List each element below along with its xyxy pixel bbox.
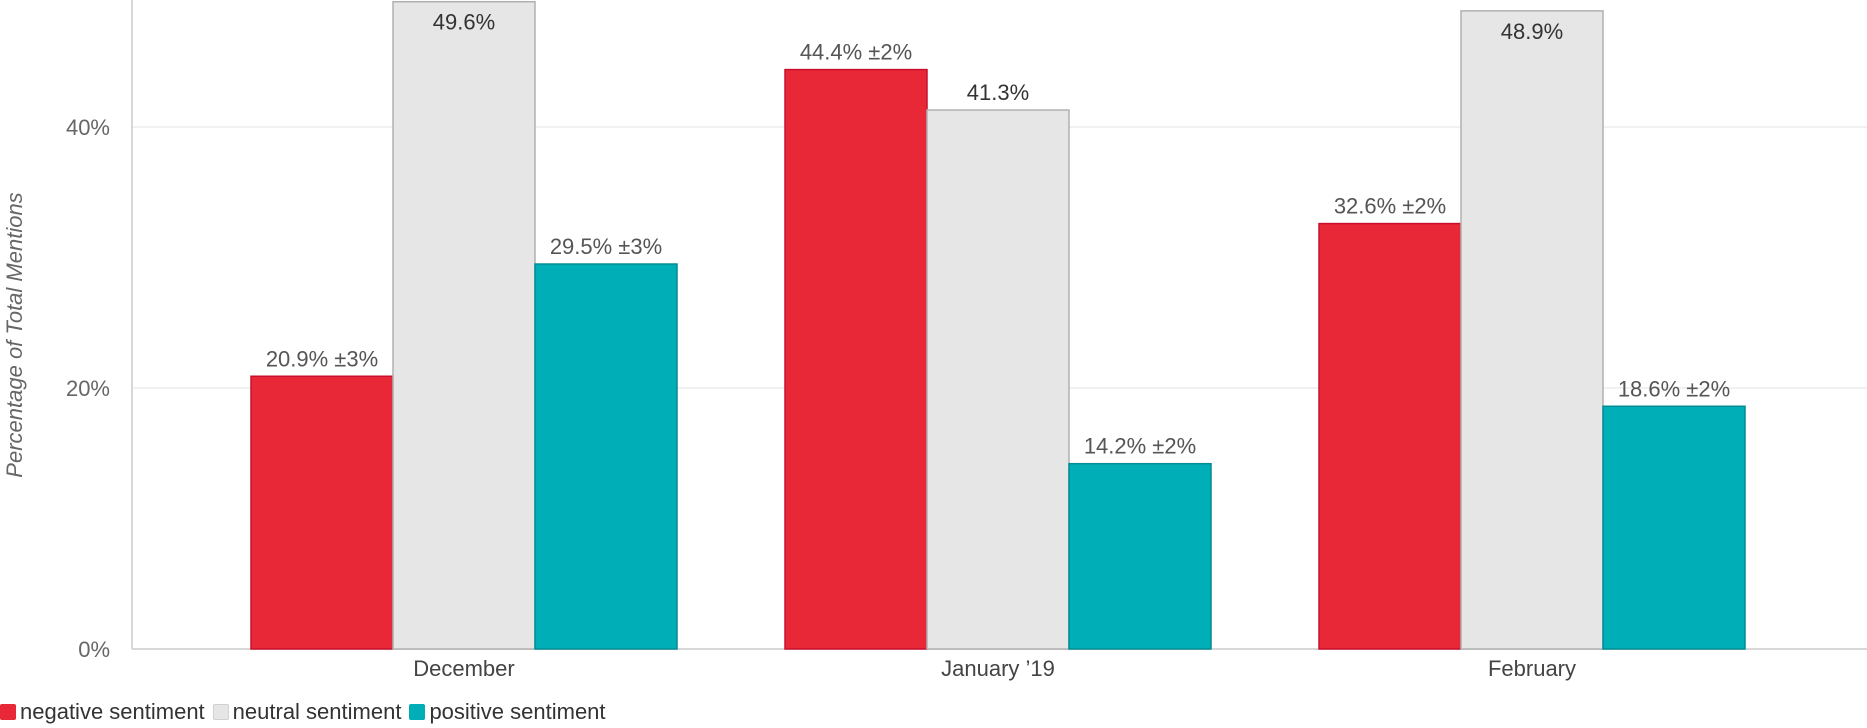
bar-positive-1[interactable] xyxy=(1068,462,1212,650)
data-labels: 20.9% ±3% 49.6% 29.5% ±3% 44.4% ±2% 41.3% 14.… xyxy=(266,10,1730,459)
data-label: 48.9% xyxy=(1501,19,1563,44)
x-tick-label: January ’19 xyxy=(941,656,1055,681)
legend-item-negative[interactable]: negative sentiment xyxy=(0,699,205,725)
bar-chart: 0% 20% 40% December January ’19 February 20.9… xyxy=(2,0,1867,681)
bar-negative-2[interactable] xyxy=(1318,222,1462,650)
x-tick-label: February xyxy=(1488,656,1576,681)
legend-swatch-positive xyxy=(409,704,426,720)
legend-label-positive: positive sentiment xyxy=(429,699,606,724)
bar-neutral-2[interactable] xyxy=(1460,10,1604,650)
bar-negative-1[interactable] xyxy=(784,68,928,650)
legend-item-positive[interactable]: positive sentiment xyxy=(409,699,606,725)
data-label: 41.3% xyxy=(967,80,1029,105)
y-tick-label: 40% xyxy=(66,115,110,140)
y-axis-title: Percentage of Total Mentions xyxy=(2,192,27,477)
x-tick-label: December xyxy=(413,656,514,681)
data-label: 49.6% xyxy=(433,10,495,35)
data-label: 32.6% ±2% xyxy=(1334,194,1446,219)
legend: negative sentiment neutral sentiment pos… xyxy=(0,696,614,728)
legend-item-neutral[interactable]: neutral sentiment xyxy=(212,699,402,725)
y-tick-label: 0% xyxy=(78,637,110,662)
y-tick-label: 20% xyxy=(66,376,110,401)
bars xyxy=(250,0,1746,650)
data-label: 44.4% ±2% xyxy=(800,40,912,65)
data-label: 14.2% ±2% xyxy=(1084,434,1196,459)
legend-label-negative: negative sentiment xyxy=(20,699,205,724)
bar-negative-0[interactable] xyxy=(250,375,394,650)
bar-neutral-1[interactable] xyxy=(926,109,1070,650)
legend-swatch-neutral xyxy=(212,704,229,720)
data-label: 18.6% ±2% xyxy=(1618,376,1730,401)
bar-positive-0[interactable] xyxy=(534,263,678,650)
data-label: 29.5% ±3% xyxy=(550,234,662,259)
legend-swatch-negative xyxy=(0,704,16,720)
bar-neutral-0[interactable] xyxy=(392,0,536,650)
bar-positive-2[interactable] xyxy=(1602,405,1746,650)
data-label: 20.9% ±3% xyxy=(266,346,378,371)
legend-label-neutral: neutral sentiment xyxy=(232,699,402,724)
